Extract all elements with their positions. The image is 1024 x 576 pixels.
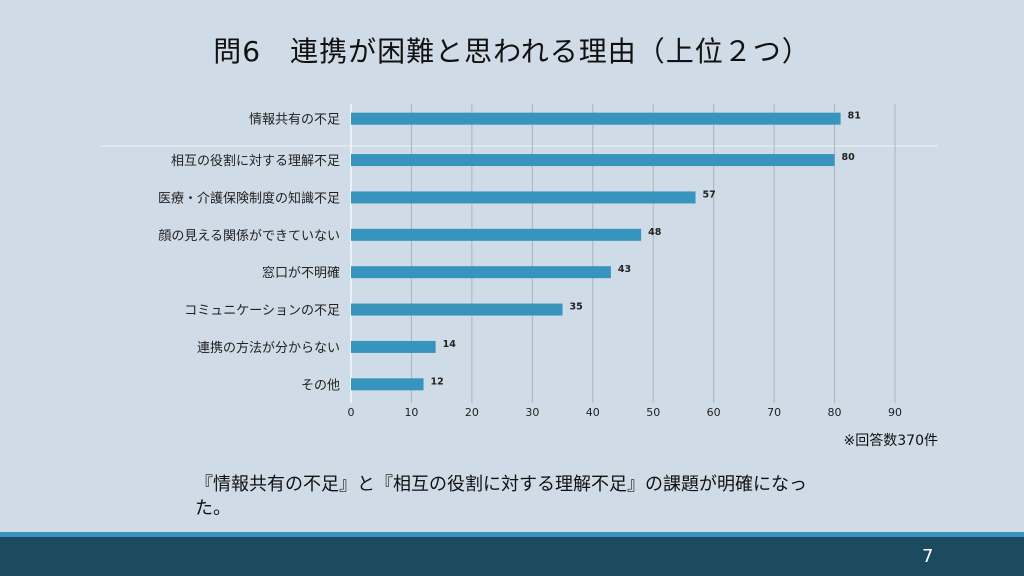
category-label: 窓口が不明確 (262, 265, 340, 281)
data-label: 80 (842, 152, 856, 163)
data-label: 81 (848, 111, 861, 122)
bar (351, 303, 563, 316)
response-count-note: ※回答数370件 (843, 433, 938, 449)
category-label: 情報共有の不足 (249, 113, 340, 128)
x-tick-label: 40 (586, 406, 600, 419)
summary-text: 『情報共有の不足』と『相互の役割に対する理解不足』の課題が明確になった。 (195, 474, 807, 519)
category-label: その他 (301, 378, 340, 393)
x-tick-label: 50 (646, 406, 660, 419)
data-label: 43 (618, 264, 631, 275)
page-number: 7 (922, 546, 934, 567)
data-label: 14 (443, 339, 457, 350)
category-label: 連携の方法が分からない (197, 340, 340, 356)
bar (351, 378, 424, 391)
data-label: 48 (648, 227, 662, 238)
bar (351, 228, 642, 241)
x-tick-label: 60 (707, 406, 721, 419)
x-tick-label: 90 (888, 406, 902, 419)
footer-bar (0, 537, 1024, 576)
bar (351, 154, 835, 167)
x-tick-label: 10 (404, 406, 418, 419)
x-tick-label: 70 (767, 406, 781, 419)
bar (351, 112, 841, 125)
data-label: 35 (570, 302, 583, 313)
x-tick-label: 0 (348, 406, 355, 419)
slide-title: 問6 連携が困難と思われる理由（上位２つ） (213, 35, 811, 68)
category-label: 相互の役割に対する理解不足 (171, 153, 340, 169)
data-label: 12 (431, 376, 444, 387)
x-tick-label: 20 (465, 406, 479, 419)
category-label: コミュニケーションの不足 (184, 304, 340, 319)
category-label: 顔の見える関係ができていない (158, 229, 340, 244)
bar (351, 191, 696, 204)
data-label: 57 (703, 189, 716, 200)
x-tick-label: 30 (525, 406, 539, 419)
x-tick-label: 80 (828, 406, 842, 419)
bar (351, 266, 611, 279)
category-label: 医療・介護保険制度の知識不足 (158, 190, 340, 206)
footer-stripe (0, 532, 1024, 537)
bar (351, 340, 436, 353)
